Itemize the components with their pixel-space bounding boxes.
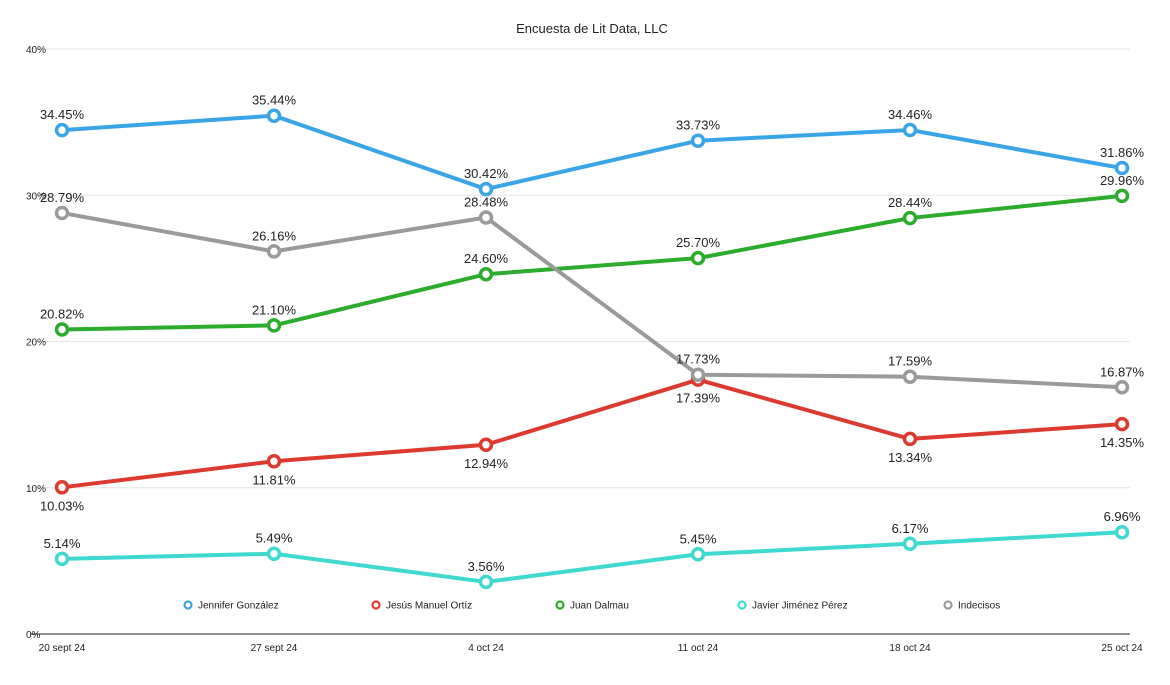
data-point-juan-dalmau <box>478 266 494 282</box>
legend-marker-jesus-manuel-ortiz <box>371 600 381 610</box>
data-point-juan-dalmau <box>902 210 918 226</box>
data-label-indecisos: 28.79% <box>40 190 85 205</box>
data-point-indecisos <box>266 244 282 259</box>
data-label-jesus-manuel-ortiz: 13.34% <box>888 450 933 465</box>
legend-marker-javier-jimenez-perez <box>737 600 747 610</box>
chart-title: Encuesta de Lit Data, LLC <box>516 21 668 36</box>
data-label-javier-jimenez-perez: 5.14% <box>44 536 81 551</box>
data-label-jesus-manuel-ortiz: 10.03% <box>40 498 85 513</box>
legend: Jennifer González Jesús Manuel Ortíz Juan … <box>183 600 1000 612</box>
data-labels: 34.45% 35.44% 30.42% 33.73% 34.46% 31.86% 10.0… <box>40 93 1145 574</box>
data-point-juan-dalmau <box>1114 188 1130 204</box>
data-point-jennifer-gonzalez <box>1114 160 1130 176</box>
series-line-jesus-manuel-ortiz <box>60 377 1124 490</box>
y-axis: 0% 10% 20% 30% 40% <box>26 45 46 641</box>
legend-label-jennifer-gonzalez: Jennifer González <box>198 601 279 612</box>
data-label-jesus-manuel-ortiz: 17.39% <box>676 391 721 406</box>
data-point-indecisos <box>478 210 494 225</box>
data-point-jennifer-gonzalez <box>690 133 706 148</box>
legend-label-jesus-manuel-ortiz: Jesús Manuel Ortíz <box>386 601 472 612</box>
data-label-javier-jimenez-perez: 3.56% <box>468 559 505 574</box>
x-tick-label: 27 sept 24 <box>251 643 298 654</box>
data-point-jennifer-gonzalez <box>266 108 282 123</box>
y-tick-label: 40% <box>26 45 46 56</box>
series-line-javier-jimenez-perez <box>60 530 1124 584</box>
x-tick-label: 20 sept 24 <box>39 643 86 654</box>
data-point-jesus-manuel-ortiz <box>1114 416 1130 432</box>
data-label-juan-dalmau: 29.96% <box>1100 173 1145 188</box>
x-tick-label: 25 oct 24 <box>1101 643 1143 654</box>
series-line-juan-dalmau <box>60 193 1124 332</box>
gridlines <box>30 48 1130 635</box>
data-label-indecisos: 28.48% <box>464 194 509 209</box>
data-label-jesus-manuel-ortiz: 14.35% <box>1100 435 1145 450</box>
data-label-indecisos: 26.16% <box>252 228 297 243</box>
series-line-jennifer-gonzalez <box>60 113 1124 192</box>
data-point-jennifer-gonzalez <box>478 181 494 197</box>
data-point-jesus-manuel-ortiz <box>478 437 494 453</box>
data-label-juan-dalmau: 20.82% <box>40 307 85 322</box>
data-label-juan-dalmau: 25.70% <box>676 235 721 250</box>
data-label-javier-jimenez-perez: 5.49% <box>256 531 293 546</box>
x-tick-label: 11 oct 24 <box>678 643 719 654</box>
data-point-javier-jimenez-perez <box>478 574 494 590</box>
data-point-javier-jimenez-perez <box>902 536 918 552</box>
data-label-javier-jimenez-perez: 6.17% <box>892 521 929 536</box>
data-label-jennifer-gonzalez: 31.86% <box>1100 145 1145 160</box>
data-point-juan-dalmau <box>690 250 706 266</box>
legend-label-javier-jimenez-perez: Javier Jiménez Pérez <box>752 601 848 612</box>
series-line-indecisos <box>60 210 1124 390</box>
legend-label-juan-dalmau: Juan Dalmau <box>570 601 629 612</box>
legend-label-indecisos: Indecisos <box>958 601 1000 612</box>
data-point-indecisos <box>1114 380 1130 395</box>
data-point-jesus-manuel-ortiz <box>902 431 918 447</box>
data-label-juan-dalmau: 24.60% <box>464 251 509 266</box>
data-point-javier-jimenez-perez <box>54 551 70 567</box>
y-tick-label: 30% <box>26 191 46 202</box>
data-label-juan-dalmau: 28.44% <box>888 195 933 210</box>
y-tick-label: 20% <box>26 338 46 349</box>
data-label-jesus-manuel-ortiz: 12.94% <box>464 456 509 471</box>
data-label-jennifer-gonzalez: 34.46% <box>888 107 933 122</box>
data-point-jennifer-gonzalez <box>54 122 70 138</box>
series-group <box>54 108 1130 590</box>
data-label-jesus-manuel-ortiz: 11.81% <box>252 472 296 487</box>
data-point-juan-dalmau <box>54 322 70 337</box>
x-tick-label: 4 oct 24 <box>468 643 504 654</box>
data-point-juan-dalmau <box>266 318 282 333</box>
data-label-indecisos: 17.59% <box>888 354 933 369</box>
data-point-javier-jimenez-perez <box>690 547 706 562</box>
data-point-javier-jimenez-perez <box>266 546 282 561</box>
data-label-javier-jimenez-perez: 6.96% <box>1104 509 1141 524</box>
y-tick-label: 0% <box>26 630 41 641</box>
data-label-jennifer-gonzalez: 30.42% <box>464 166 509 181</box>
legend-marker-indecisos <box>943 600 953 610</box>
data-point-javier-jimenez-perez <box>1114 524 1130 540</box>
y-tick-label: 10% <box>26 484 46 495</box>
data-label-jennifer-gonzalez: 33.73% <box>676 118 721 133</box>
data-label-indecisos: 17.73% <box>676 352 721 367</box>
data-point-jesus-manuel-ortiz <box>266 454 282 469</box>
data-label-jennifer-gonzalez: 34.45% <box>40 107 85 122</box>
data-label-jennifer-gonzalez: 35.44% <box>252 93 297 108</box>
x-tick-label: 18 oct 24 <box>889 643 931 654</box>
data-point-indecisos <box>54 205 70 221</box>
x-axis: 20 sept 24 27 sept 24 4 oct 24 11 oct 24 18 … <box>39 643 1143 654</box>
data-point-indecisos <box>690 367 706 382</box>
data-point-jesus-manuel-ortiz <box>54 480 70 495</box>
data-label-juan-dalmau: 21.10% <box>252 302 297 317</box>
legend-marker-juan-dalmau <box>555 600 565 610</box>
data-label-javier-jimenez-perez: 5.45% <box>680 531 717 546</box>
data-point-jennifer-gonzalez <box>902 122 918 138</box>
data-label-indecisos: 16.87% <box>1100 364 1145 379</box>
legend-marker-jennifer-gonzalez <box>183 600 193 610</box>
data-point-indecisos <box>902 369 918 384</box>
